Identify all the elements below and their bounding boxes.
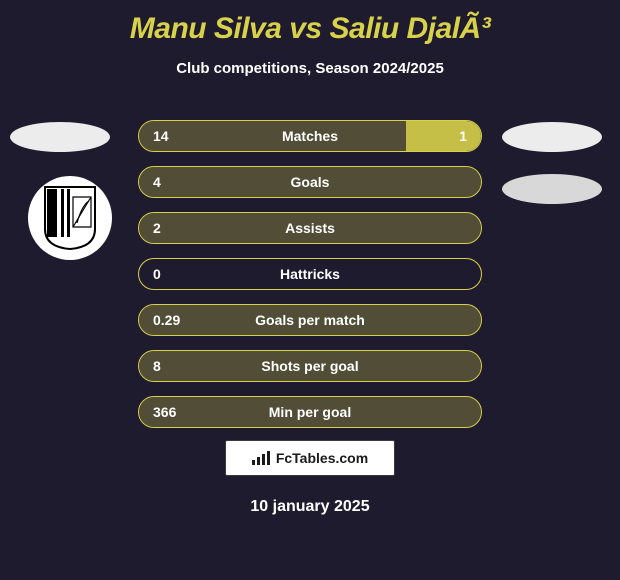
stat-bars: Matches14 1 Goals4 Assists2 Hattricks0 Goals … (138, 120, 482, 442)
site-badge[interactable]: FcTables.com (225, 440, 395, 476)
stat-label: Goals (139, 174, 481, 190)
snapshot-date: 10 january 2025 (0, 498, 620, 516)
stat-value-left: 2 (153, 220, 161, 236)
page-subtitle: Club competitions, Season 2024/2025 (0, 60, 620, 77)
stat-label: Goals per match (139, 312, 481, 328)
stat-row: Goals per match0.29 (138, 304, 482, 336)
stat-label: Matches (139, 128, 481, 144)
stat-label: Hattricks (139, 266, 481, 282)
stat-row: Min per goal366 (138, 396, 482, 428)
stat-value-left: 0.29 (153, 312, 180, 328)
stat-row: Hattricks0 (138, 258, 482, 290)
stat-value-left: 0 (153, 266, 161, 282)
stat-label: Assists (139, 220, 481, 236)
player-right-club-placeholder (502, 174, 602, 204)
stat-label: Min per goal (139, 404, 481, 420)
stat-value-left: 8 (153, 358, 161, 374)
page-title: Manu Silva vs Saliu DjalÃ³ (0, 0, 620, 46)
player-left-club-badge (28, 176, 112, 260)
player-left-photo-placeholder (10, 122, 110, 152)
chart-icon (252, 451, 270, 465)
stat-value-left: 366 (153, 404, 176, 420)
stat-value-left: 14 (153, 128, 169, 144)
stat-value-right: 1 (459, 128, 467, 144)
stat-value-left: 4 (153, 174, 161, 190)
player-right-photo-placeholder (502, 122, 602, 152)
club-crest-icon (43, 185, 97, 251)
site-badge-label: FcTables.com (276, 450, 368, 466)
stat-row: Shots per goal8 (138, 350, 482, 382)
stat-row: Matches14 1 (138, 120, 482, 152)
stat-row: Goals4 (138, 166, 482, 198)
stat-label: Shots per goal (139, 358, 481, 374)
stat-row: Assists2 (138, 212, 482, 244)
